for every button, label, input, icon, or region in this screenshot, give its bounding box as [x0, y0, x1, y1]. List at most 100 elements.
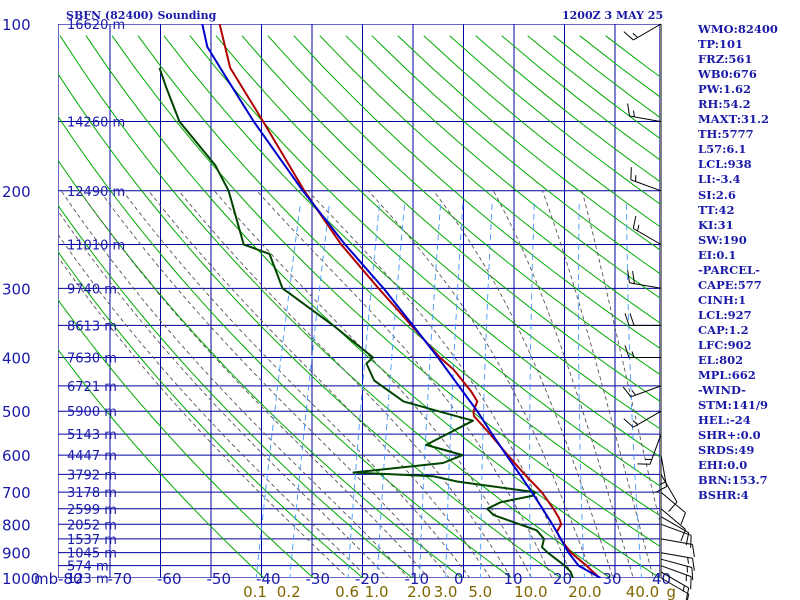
sounding-indices: WMO:82400 TP:101 FRZ:561 WB0:676 PW:1.62 RH:5…: [698, 22, 800, 504]
mixing-ratio-label: 20.0: [568, 583, 601, 600]
axis-labels: 0.1 0.2 0.6 1.0 2.0 3.0 5.0 10.0 20.0 40.0 g100200…: [2, 16, 676, 600]
mixing-ratio-line: [479, 202, 493, 578]
sounding-index: HEL:-24: [698, 413, 751, 428]
temperature-tick-label: -20: [355, 570, 380, 588]
wind-barb: [624, 345, 661, 358]
sounding-index: EL:802: [698, 353, 744, 368]
height-label: 1537 m: [67, 533, 117, 548]
temperature-tick-label: 0: [454, 570, 464, 588]
pressure-unit-label: mb: [34, 570, 58, 588]
wind-barb: [660, 552, 695, 571]
sounding-index: CAP:1.2: [698, 322, 749, 337]
pressure-temperature-grid: [58, 24, 660, 578]
height-label: 16620 m: [67, 18, 125, 33]
wind-barb: [660, 565, 692, 590]
temperature-tick-label: 10: [504, 570, 523, 588]
dry-adiabat-line: [241, 35, 660, 402]
sounding-index: CAPE:577: [698, 277, 762, 292]
height-label: 4447 m: [67, 449, 117, 464]
mixing-ratio-label: 10.0: [514, 583, 547, 600]
dry-adiabat-line: [215, 35, 660, 430]
dry-adiabat-line: [58, 348, 265, 578]
sounding-index: -PARCEL-: [698, 262, 760, 277]
dry-adiabat-line: [319, 35, 660, 324]
moist-adiabat-line: [307, 190, 573, 578]
moist-adiabat-line: [60, 190, 409, 578]
sounding-index: WB0:676: [698, 67, 757, 82]
mixing-ratio-label: 5.0: [468, 583, 492, 600]
height-label: 8613 m: [67, 319, 117, 334]
pressure-tick-label: 100: [2, 16, 31, 34]
dry-adiabat-line: [371, 35, 660, 275]
sounding-index: LCL:927: [698, 307, 752, 322]
height-label: 5900 m: [67, 405, 117, 420]
temperature-tick-label: -30: [306, 570, 331, 588]
dewpoint-line: [158, 67, 574, 578]
mixing-ratio-label: 1.0: [365, 583, 389, 600]
wind-barb: [660, 577, 690, 600]
wind-barb: [630, 167, 662, 192]
moist-adiabat-line: [493, 190, 634, 578]
dry-adiabat-line: [267, 35, 660, 376]
height-label: 6721 m: [67, 380, 117, 395]
wind-barb: [637, 434, 662, 465]
sounding-index: EHI:0.0: [698, 458, 748, 473]
height-label: 1045 m: [67, 547, 117, 562]
sounding-index: SI:2.6: [698, 187, 736, 202]
temperature-tick-label: -80: [58, 570, 83, 588]
sounding-time-title: 1200Z 3 MAY 25: [562, 9, 664, 22]
wind-barb: [627, 270, 662, 289]
wind-barb: [660, 474, 678, 512]
sounding-index: SRDS:49: [698, 443, 755, 458]
mixing-ratio-label: 40.0: [626, 583, 659, 600]
height-label: 11010 m: [67, 238, 125, 253]
dry-adiabat-line: [58, 299, 315, 578]
mixing-ratio-line: [347, 202, 381, 578]
sounding-index: CINH:1: [698, 292, 747, 307]
dry-adiabat-line: [137, 35, 660, 517]
mixing-ratio-label: 2.0: [407, 583, 431, 600]
pressure-tick-label: 200: [2, 183, 31, 201]
dry-adiabat-line: [111, 35, 660, 547]
dry-adiabat-line: [293, 35, 660, 349]
sounding-index: TT:42: [698, 202, 735, 217]
height-label: 9740 m: [67, 282, 117, 297]
sounding-index: MPL:662: [698, 368, 756, 383]
wind-barb: [660, 523, 692, 548]
temperature-tick-label: -40: [256, 570, 281, 588]
wind-barb: [627, 103, 662, 123]
wind-barb: [623, 410, 662, 428]
mixing-ratio-line: [289, 202, 331, 578]
height-label: 2052 m: [67, 518, 117, 533]
moist-adiabat-line: [79, 190, 430, 578]
dry-adiabat-line: [58, 250, 364, 578]
moist-adiabat-line: [541, 190, 654, 578]
sounding-index: MAXT:31.2: [698, 112, 769, 127]
height-label: 2599 m: [67, 503, 117, 518]
sounding-index: RH:54.2: [698, 97, 751, 112]
mixing-ratio-lines: [255, 202, 643, 578]
moist-adiabats: [58, 190, 660, 578]
profile-series: [158, 24, 602, 578]
mixing-ratio-line: [419, 202, 442, 578]
height-label: 3792 m: [67, 468, 117, 483]
mixing-ratio-line: [445, 202, 464, 578]
moist-adiabat-line: [58, 210, 389, 578]
wind-barb: [660, 558, 694, 581]
mixing-ratio-line: [255, 202, 301, 578]
pressure-tick-label: 500: [2, 403, 31, 421]
sounding-index: BRN:153.7: [698, 473, 768, 488]
sounding-index: FRZ:561: [698, 52, 753, 67]
sounding-index: TP:101: [698, 37, 744, 52]
dry-adiabat-line: [345, 35, 660, 299]
mixing-ratio-label: 0.2: [277, 583, 301, 600]
moist-adiabat-line: [581, 190, 660, 525]
wind-barb: [623, 23, 662, 41]
height-label: 3178 m: [67, 486, 117, 501]
parcel-line: [201, 24, 602, 578]
sounding-index: TH:5777: [698, 127, 754, 142]
mixing-ratio-line: [376, 202, 406, 578]
pressure-tick-label: 900: [2, 545, 31, 563]
wind-barb: [660, 538, 695, 558]
